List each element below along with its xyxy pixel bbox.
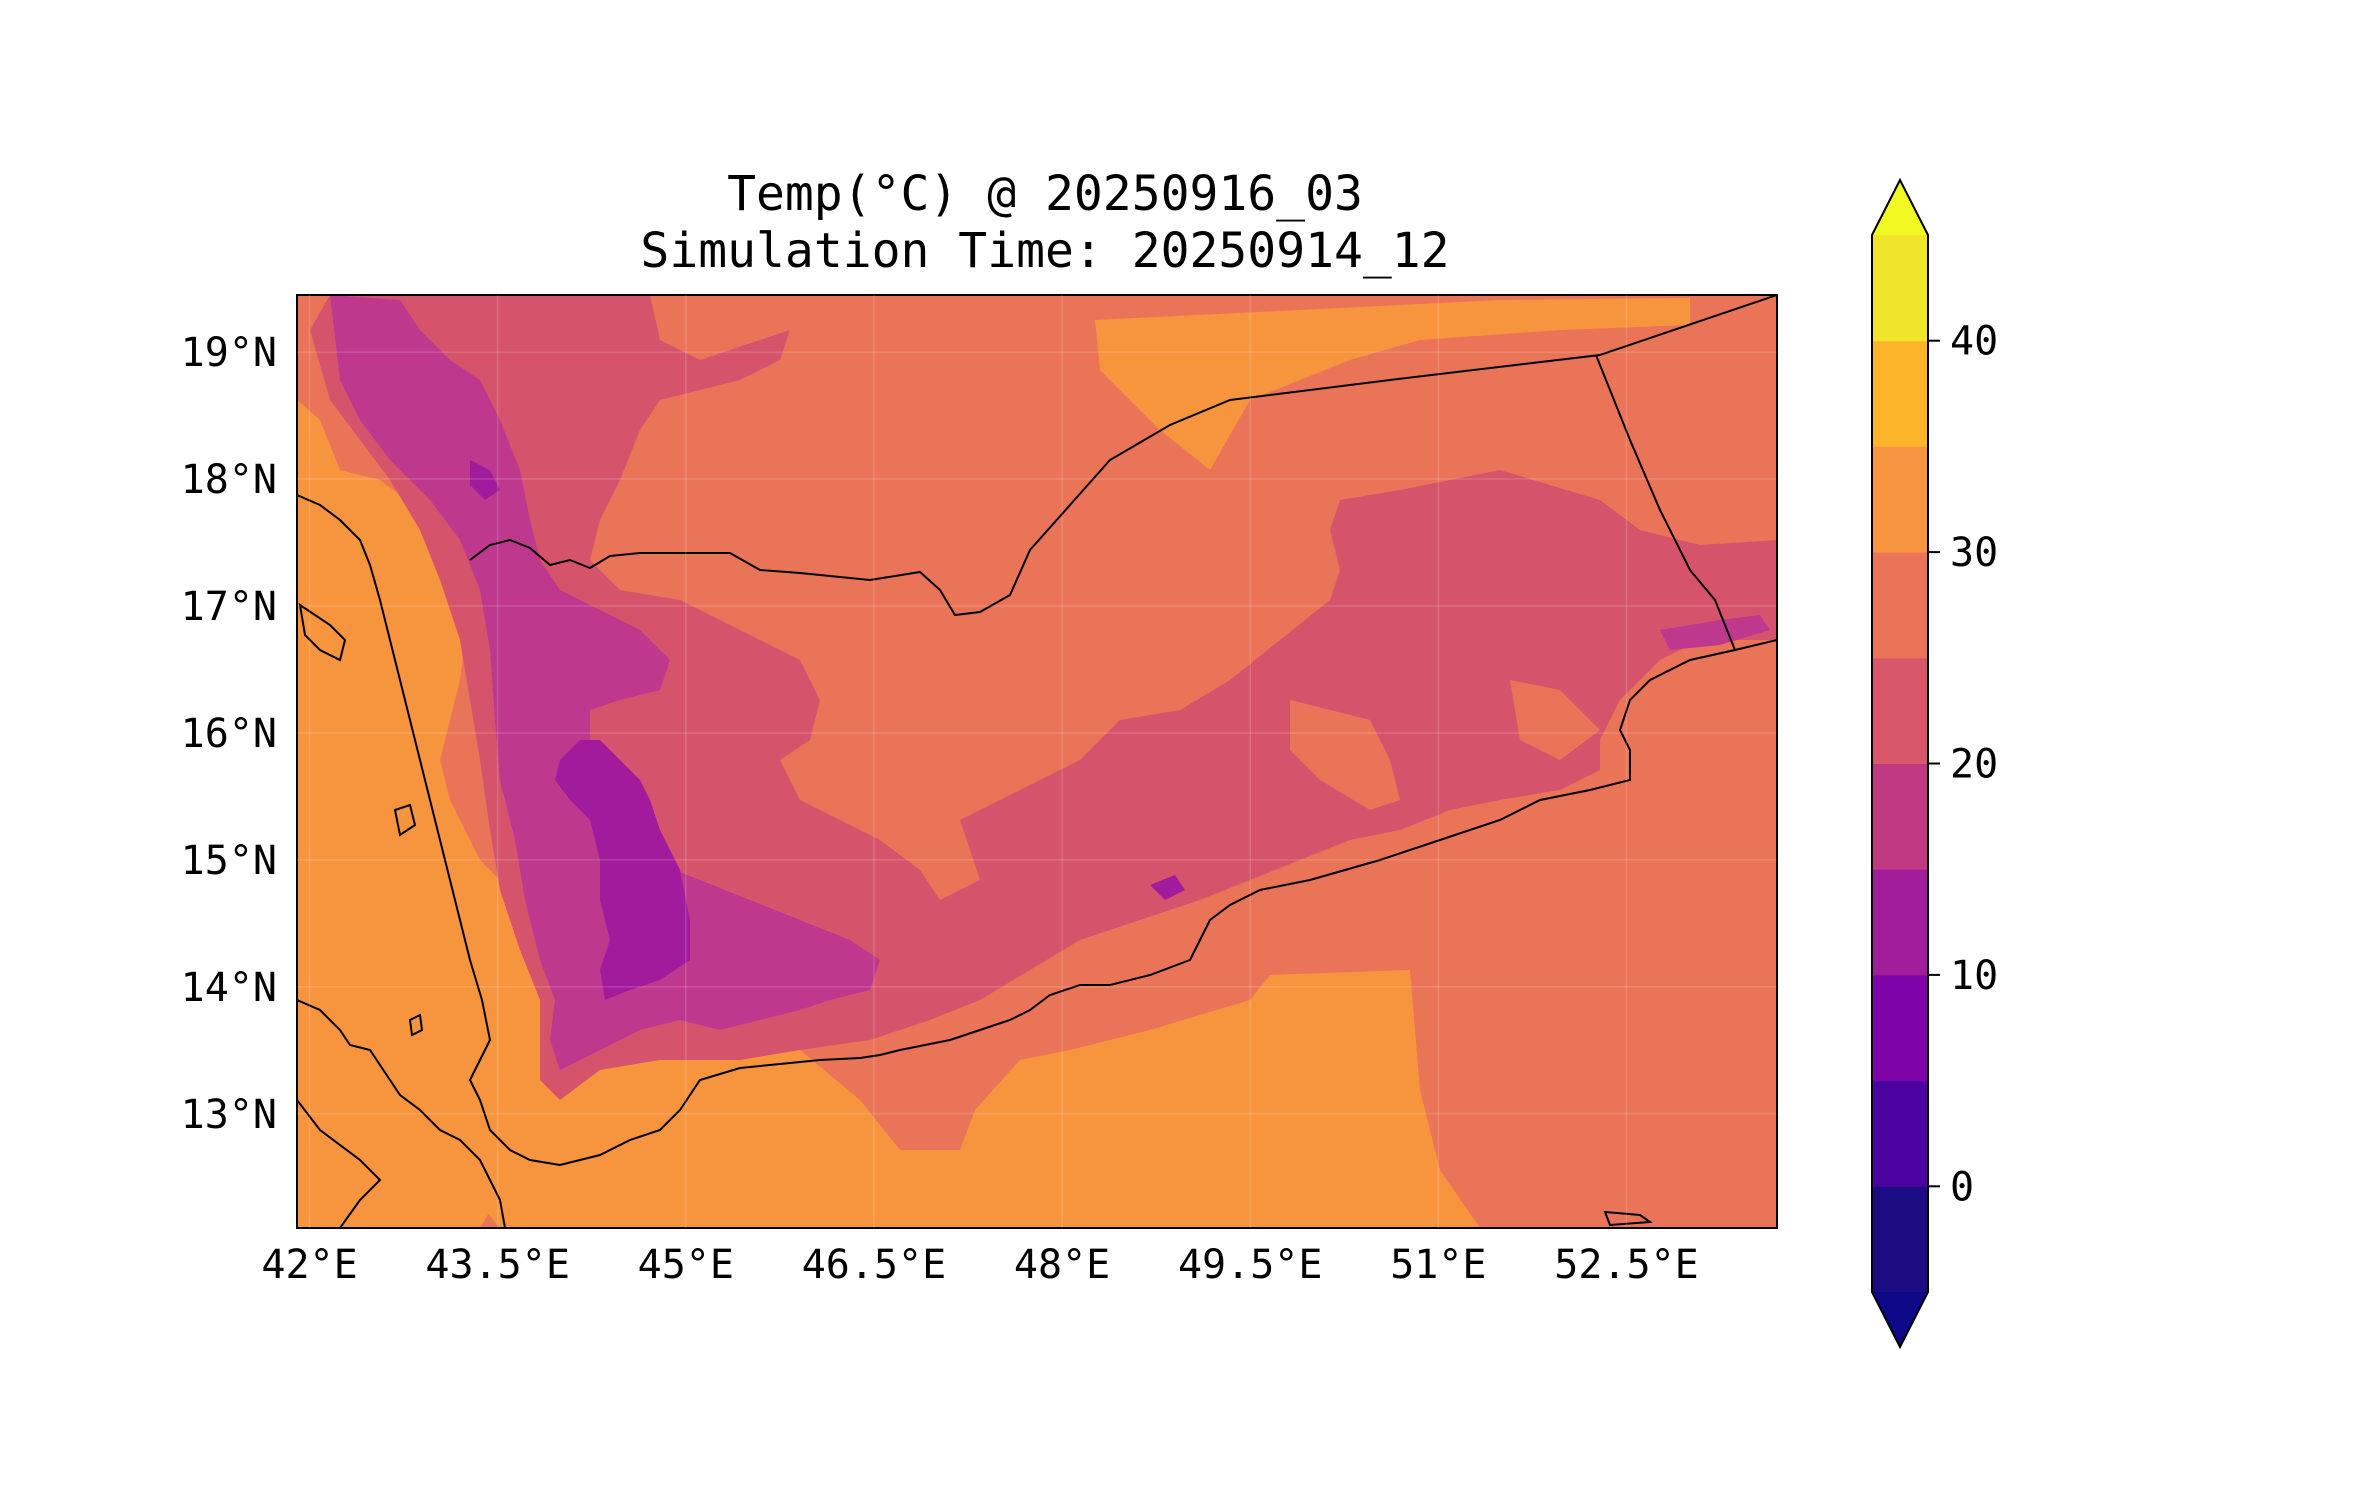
africa-coast xyxy=(297,999,506,1228)
colorbar-band xyxy=(1872,340,1928,447)
temp-band-25-30-inner xyxy=(1290,700,1400,810)
lat-tick-label: 14°N xyxy=(181,965,277,1011)
socotra-coast xyxy=(1603,1210,1653,1227)
lon-tick-label: 43.5°E xyxy=(425,1242,570,1288)
colorbar-band xyxy=(1872,1186,1928,1293)
map-frame xyxy=(296,294,1778,1229)
map-title: Temp(°C) @ 20250916_03 xyxy=(727,166,1363,222)
longitude-ticks: 42°E 43.5°E 45°E 46.5°E 48°E 49.5°E 51°E 52.5°E xyxy=(261,295,1699,1288)
coastlines-and-borders xyxy=(297,295,1777,1228)
colorbar-band xyxy=(1872,869,1928,976)
colorbar-tick-label: 0 xyxy=(1950,1164,1974,1210)
lat-tick-label: 16°N xyxy=(181,711,277,757)
temp-band-10-15 xyxy=(555,740,690,1000)
lat-tick-label: 13°N xyxy=(181,1092,277,1138)
colorbar-tick-label: 20 xyxy=(1950,742,1998,788)
colorbar-outline xyxy=(1871,177,1929,1350)
colorbar-band xyxy=(1872,446,1928,553)
temp-band-30-35-southwest xyxy=(297,470,560,1228)
yemen-south-coast xyxy=(297,494,1777,1167)
colorbar: 40 30 20 10 0 xyxy=(1871,177,1998,1350)
colorbar-band xyxy=(1872,657,1928,764)
island-3 xyxy=(408,1013,424,1037)
saudi-yemen-border xyxy=(469,295,1777,617)
island-2 xyxy=(393,803,417,837)
lat-tick-label: 17°N xyxy=(181,584,277,630)
lon-tick-label: 52.5°E xyxy=(1554,1242,1699,1288)
temperature-field xyxy=(297,295,1777,1228)
temp-band-15-20-east xyxy=(1660,615,1770,650)
lat-tick-label: 19°N xyxy=(181,330,277,376)
colorbar-band xyxy=(1872,763,1928,870)
colorbar-over-arrow xyxy=(1872,180,1928,235)
lon-tick-label: 46.5°E xyxy=(802,1242,947,1288)
colorbar-tick-label: 30 xyxy=(1950,530,1998,576)
temp-band-25-30-inner-east xyxy=(1510,680,1600,760)
djibouti-border xyxy=(297,1099,382,1228)
temp-band-15-20 xyxy=(330,295,880,1070)
lon-tick-label: 42°E xyxy=(261,1242,357,1288)
colorbar-band xyxy=(1872,235,1928,342)
temp-band-10-15-east xyxy=(1150,875,1185,900)
lat-tick-label: 18°N xyxy=(181,457,277,503)
lon-tick-label: 48°E xyxy=(1014,1242,1110,1288)
lon-tick-label: 45°E xyxy=(638,1242,734,1288)
temp-band-10-15-north xyxy=(470,460,500,500)
lon-tick-label: 49.5°E xyxy=(1178,1242,1323,1288)
colorbar-band xyxy=(1872,552,1928,659)
map-subtitle: Simulation Time: 20250914_12 xyxy=(640,223,1450,279)
colorbar-tick-label: 40 xyxy=(1950,319,1998,365)
temp-band-30-35-north xyxy=(1095,298,1690,470)
colorbar-band xyxy=(1872,1080,1928,1187)
lon-tick-label: 51°E xyxy=(1390,1242,1486,1288)
oman-yemen-border xyxy=(1595,354,1736,651)
latitude-ticks: 19°N 18°N 17°N 16°N 15°N 14°N 13°N xyxy=(181,330,1777,1138)
colorbar-under-arrow xyxy=(1872,1292,1928,1347)
colorbar-tick-label: 10 xyxy=(1950,953,1998,999)
lat-tick-label: 15°N xyxy=(181,838,277,884)
colorbar-band xyxy=(1872,974,1928,1082)
island-1 xyxy=(298,602,347,662)
